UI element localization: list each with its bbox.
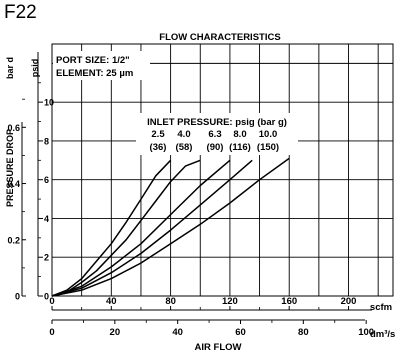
x-unit-secondary-label: dm³/s [370, 329, 395, 340]
legend-entry-barg: (150) [257, 142, 279, 153]
chart-title: FLOW CHARACTERISTICS [159, 32, 280, 43]
legend-box [136, 113, 298, 155]
y-tick-label-bar: 0 [15, 292, 20, 302]
legend-entry-psig: 8.0 [233, 129, 246, 140]
legend-entry-barg: (36) [150, 142, 167, 153]
legend-entry-psig: 2.5 [151, 129, 165, 140]
y-tick-label-psid: 4 [44, 214, 49, 224]
y-axis-title: PRESSURE DROP [5, 129, 15, 207]
x-tick-label-scfm: 200 [341, 296, 357, 307]
x-tick-label-dm3s: 20 [110, 327, 121, 338]
y-unit-psid-label: psid [30, 59, 40, 78]
port-annotation-box [53, 51, 150, 80]
x-unit-primary-label: scfm [370, 302, 392, 313]
port-size-annotation: PORT SIZE: 1/2" [56, 55, 130, 66]
y-unit-bar-label: bar d [5, 57, 15, 79]
x-tick-label-scfm: 40 [106, 296, 117, 307]
x-tick-label-scfm: 160 [281, 296, 297, 307]
series-line-4-0 [51, 159, 201, 297]
y-tick-label-bar: 0.6 [7, 123, 20, 133]
series-line-2-5 [51, 159, 172, 297]
x-tick-label-scfm: 120 [222, 296, 238, 307]
legend-title: INLET PRESSURE: psig (bar g) [147, 117, 287, 128]
y-tick-label-psid: 0 [44, 292, 49, 302]
legend-entry-psig: 10.0 [259, 129, 278, 140]
series-line-10-0 [51, 157, 290, 297]
x-axis-title: AIR FLOW [195, 342, 242, 353]
x-tick-label-scfm: 80 [165, 296, 176, 307]
y-tick-label-psid: 8 [44, 136, 49, 146]
legend-entry-psig: 4.0 [177, 129, 190, 140]
plot-frame [51, 43, 394, 297]
series-lines [51, 157, 290, 297]
x-tick-label-dm3s: 100 [358, 327, 374, 338]
y-tick-label-bar: 0.4 [7, 179, 20, 189]
legend-entry-barg: (116) [229, 142, 251, 153]
y-tick-label-bar: 0.2 [7, 235, 20, 245]
y-tick-label-psid: 6 [44, 175, 49, 185]
legend: 2.5 (36) 4.0 (58) 6.3 (90) 8.0 (116) 10.0 (150) [150, 129, 280, 153]
x-tick-label-dm3s: 60 [235, 327, 246, 338]
legend-entry-barg: (90) [207, 142, 224, 153]
legend-entry-barg: (58) [176, 142, 193, 153]
figure-label: F22 [4, 2, 37, 23]
series-line-6-3 [51, 159, 231, 297]
grid [51, 43, 394, 297]
y-tick-label-psid: 2 [44, 253, 49, 263]
x-tick-label-scfm: 0 [49, 296, 54, 307]
y-tick-label-psid: 10 [44, 98, 54, 108]
x-tick-label-dm3s: 80 [298, 327, 309, 338]
legend-entry-psig: 6.3 [208, 129, 221, 140]
x-tick-label-dm3s: 0 [49, 327, 54, 338]
x-tick-label-dm3s: 40 [172, 327, 183, 338]
series-line-8-0 [51, 159, 253, 297]
element-annotation: ELEMENT: 25 µm [56, 68, 133, 79]
